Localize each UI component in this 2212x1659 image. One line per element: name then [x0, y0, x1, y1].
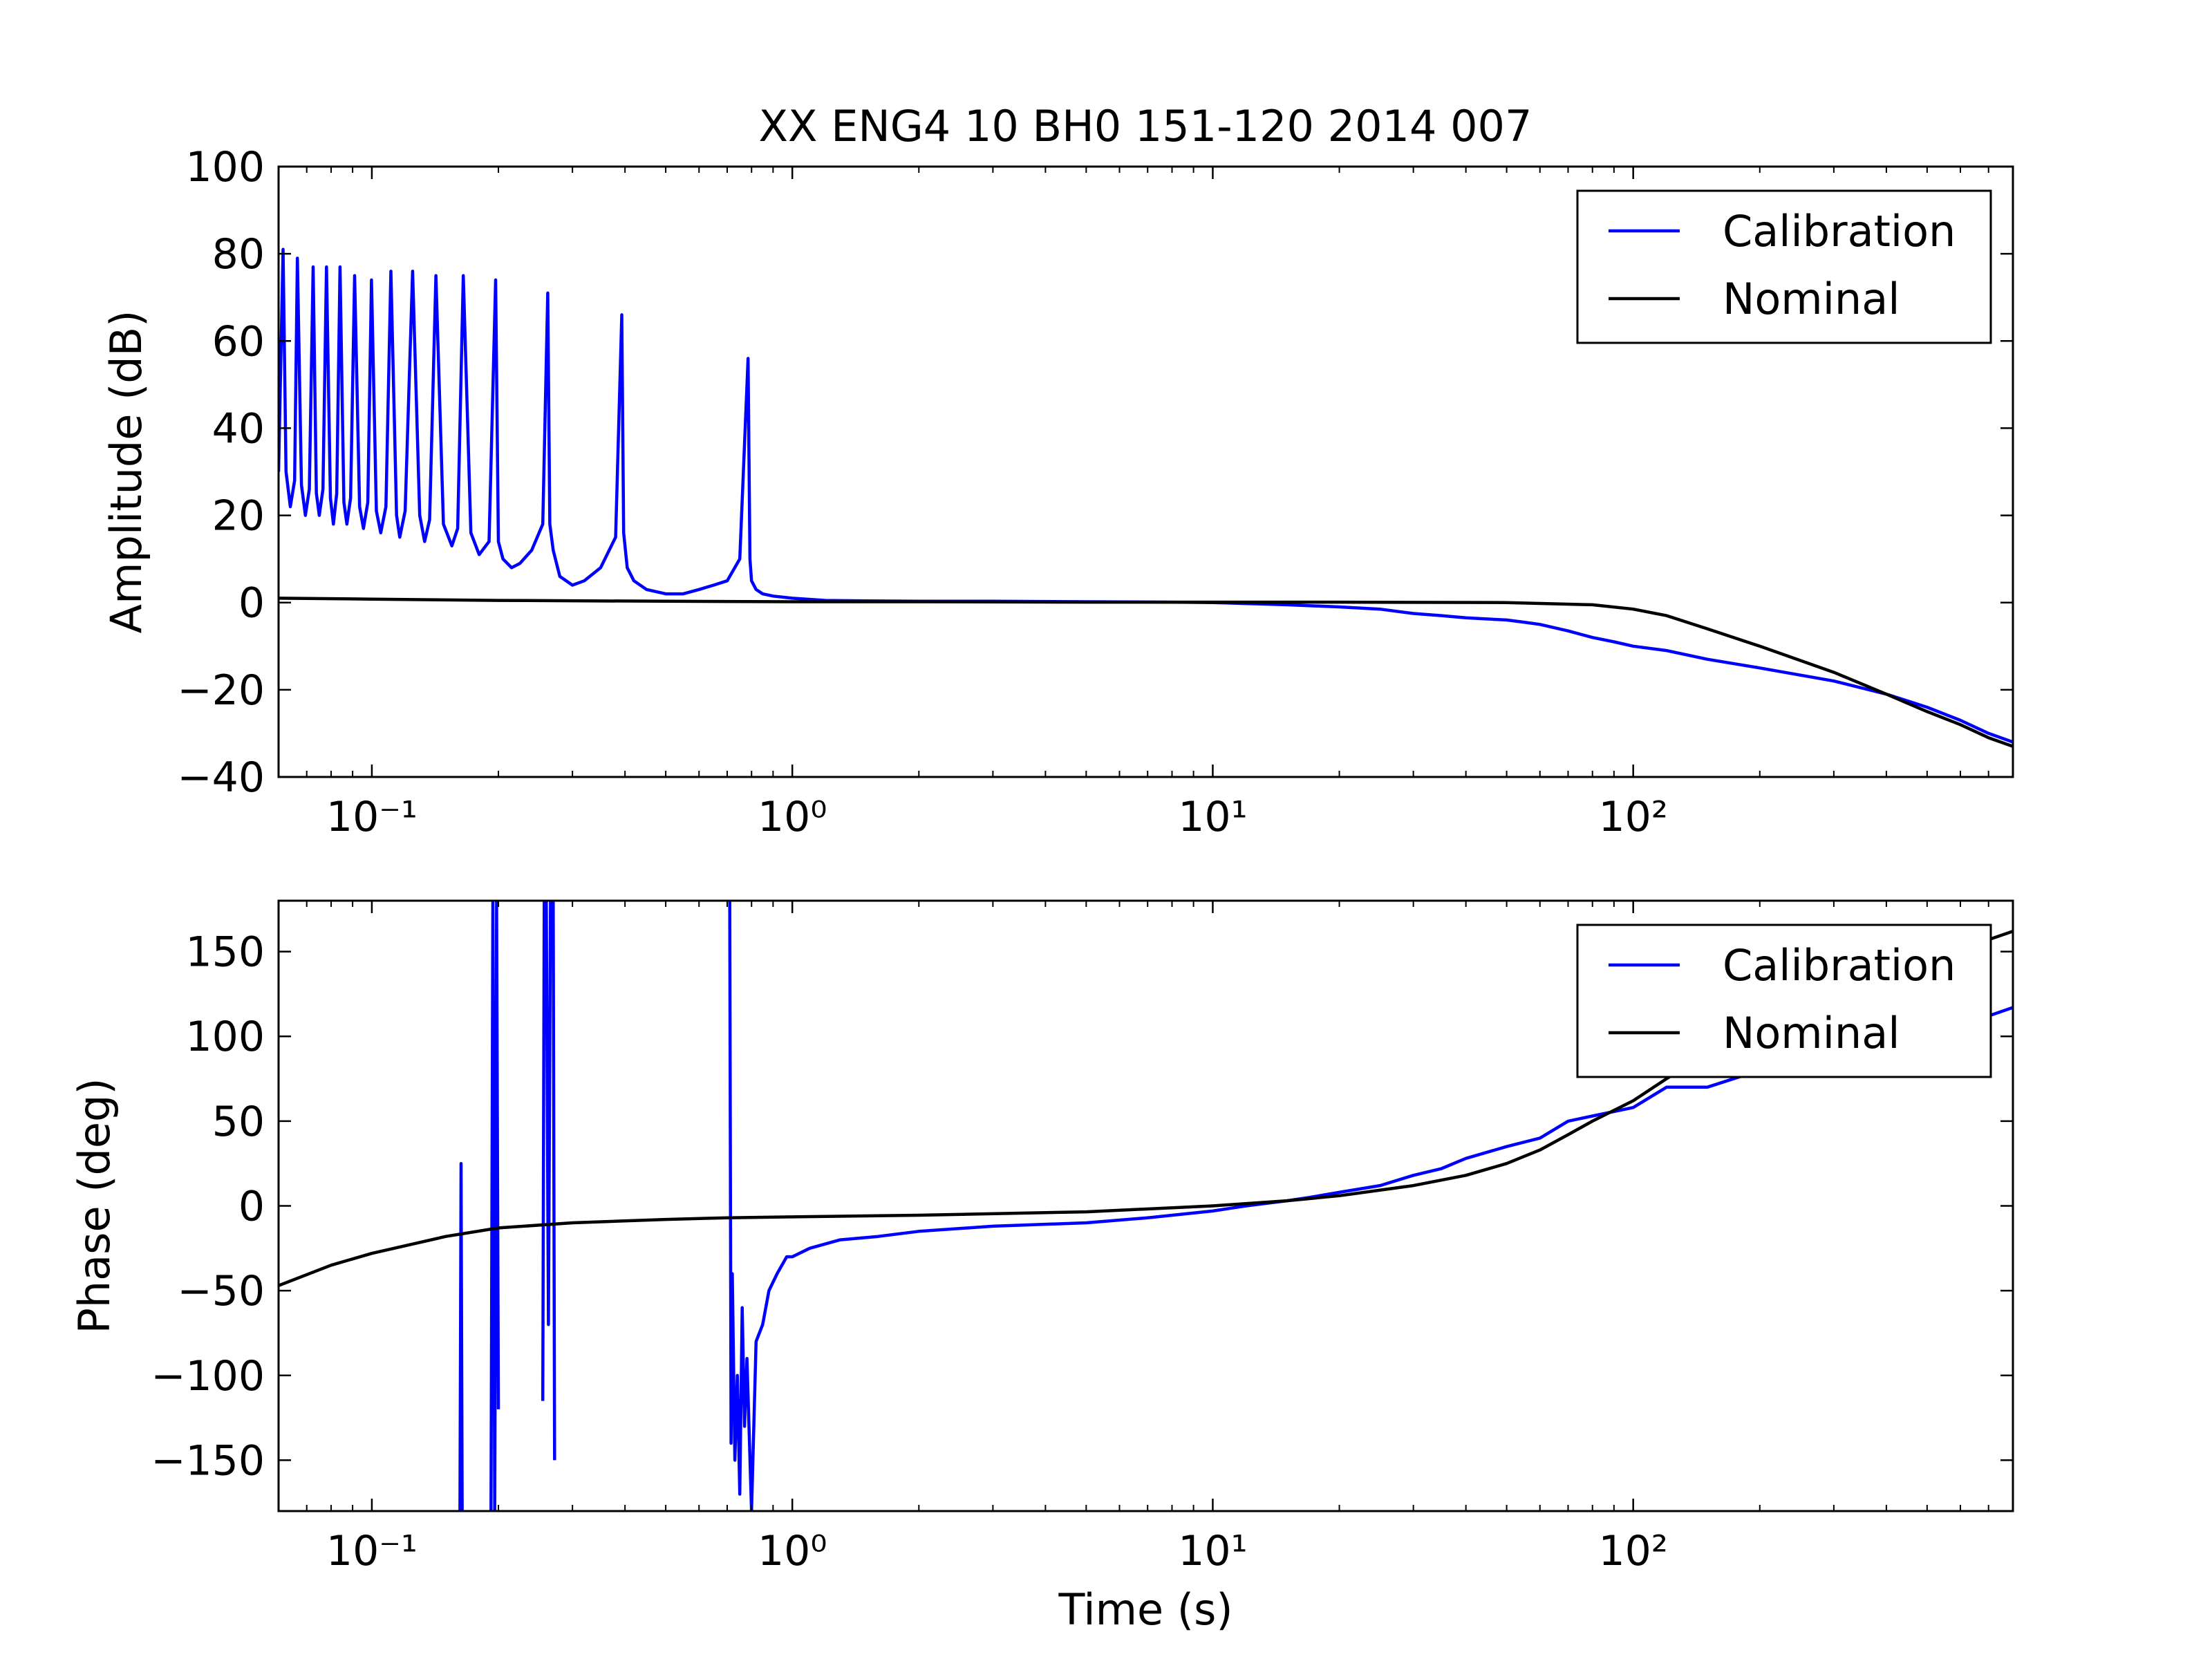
x-tick-label: 10⁻¹ [326, 793, 418, 841]
y-tick-label: 40 [212, 404, 265, 453]
series-line-calibration-seg2 [541, 901, 556, 1461]
y-tick-label: 100 [185, 1013, 265, 1061]
legend: Calibration Nominal [1576, 924, 1992, 1078]
y-tick-label: 100 [185, 143, 265, 191]
x-tick-label: 10⁻¹ [326, 1527, 418, 1575]
phase-panel: 10⁻¹ 10⁰ 10¹ 10² 150 100 50 0 −50 −100 −150 Phase (… [69, 899, 2014, 1635]
plot-frame [277, 165, 2014, 778]
y-tick-label: −50 [177, 1267, 265, 1315]
x-tick-label: 10¹ [1178, 793, 1247, 841]
x-tick-label: 10² [1598, 1527, 1667, 1575]
y-tick-label: 50 [212, 1098, 265, 1146]
y-axis-label: Amplitude (dB) [101, 310, 151, 634]
y-tick-label: 60 [212, 317, 265, 366]
series-line-calibration-seg1 [489, 901, 500, 1511]
x-tick-label: 10¹ [1178, 1527, 1247, 1575]
y-tick-label: −40 [177, 753, 265, 802]
legend: Calibration Nominal [1576, 189, 1992, 344]
legend-label-nominal: Nominal [1723, 1008, 1900, 1058]
series-group [279, 901, 2013, 1511]
legend-label-calibration: Calibration [1723, 940, 1956, 991]
x-axis-label: Time (s) [1058, 1584, 1232, 1635]
series-line-calibration-seg3 [728, 901, 2013, 1511]
x-tick-label: 10⁰ [758, 793, 827, 841]
series-line-nominal [279, 597, 2013, 748]
y-tick-label: −150 [151, 1436, 265, 1485]
amplitude-panel: 10⁻¹ 10⁰ 10¹ 10² 100 80 60 40 20 0 −20 −40 Amplitude… [101, 143, 2014, 841]
y-tick-label: 0 [238, 579, 265, 628]
y-axis-label: Phase (deg) [69, 1078, 120, 1333]
legend-box [1576, 924, 1992, 1078]
y-tick-label: −20 [177, 666, 265, 715]
legend-box [1576, 189, 1992, 344]
y-tick-label: 150 [185, 928, 265, 977]
x-tick-label: 10² [1598, 793, 1667, 841]
legend-label-nominal: Nominal [1723, 274, 1900, 324]
y-tick-label: 80 [212, 230, 265, 279]
series-line-calibration [279, 247, 2013, 744]
series-line-calibration-seg0 [458, 1161, 464, 1511]
x-tick-label: 10⁰ [758, 1527, 827, 1575]
y-tick-label: 0 [238, 1183, 265, 1231]
y-tick-label: 20 [212, 492, 265, 541]
legend-label-calibration: Calibration [1723, 206, 1956, 256]
chart-title: XX ENG4 10 BH0 151-120 2014 007 [759, 101, 1533, 151]
series-group [279, 247, 2013, 748]
y-tick-label: −100 [151, 1352, 265, 1400]
